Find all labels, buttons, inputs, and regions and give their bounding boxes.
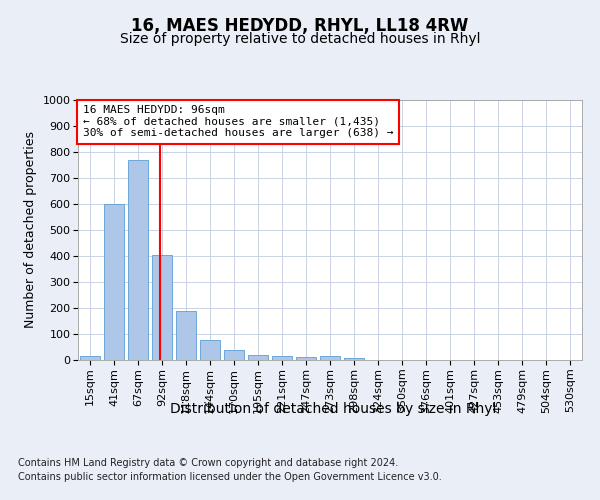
- Text: 16, MAES HEDYDD, RHYL, LL18 4RW: 16, MAES HEDYDD, RHYL, LL18 4RW: [131, 18, 469, 36]
- Text: Distribution of detached houses by size in Rhyl: Distribution of detached houses by size …: [170, 402, 496, 416]
- Bar: [200, 340, 220, 360]
- Text: Contains public sector information licensed under the Open Government Licence v3: Contains public sector information licen…: [18, 472, 442, 482]
- Bar: [248, 356, 268, 360]
- Bar: [224, 350, 244, 360]
- Bar: [272, 356, 292, 360]
- Bar: [80, 356, 100, 360]
- Text: Size of property relative to detached houses in Rhyl: Size of property relative to detached ho…: [120, 32, 480, 46]
- Y-axis label: Number of detached properties: Number of detached properties: [24, 132, 37, 328]
- Text: 16 MAES HEDYDD: 96sqm
← 68% of detached houses are smaller (1,435)
30% of semi-d: 16 MAES HEDYDD: 96sqm ← 68% of detached …: [83, 105, 394, 138]
- Bar: [128, 160, 148, 360]
- Bar: [104, 204, 124, 360]
- Bar: [152, 254, 172, 360]
- Bar: [296, 358, 316, 360]
- Bar: [320, 356, 340, 360]
- Text: Contains HM Land Registry data © Crown copyright and database right 2024.: Contains HM Land Registry data © Crown c…: [18, 458, 398, 468]
- Bar: [344, 358, 364, 360]
- Bar: [176, 310, 196, 360]
